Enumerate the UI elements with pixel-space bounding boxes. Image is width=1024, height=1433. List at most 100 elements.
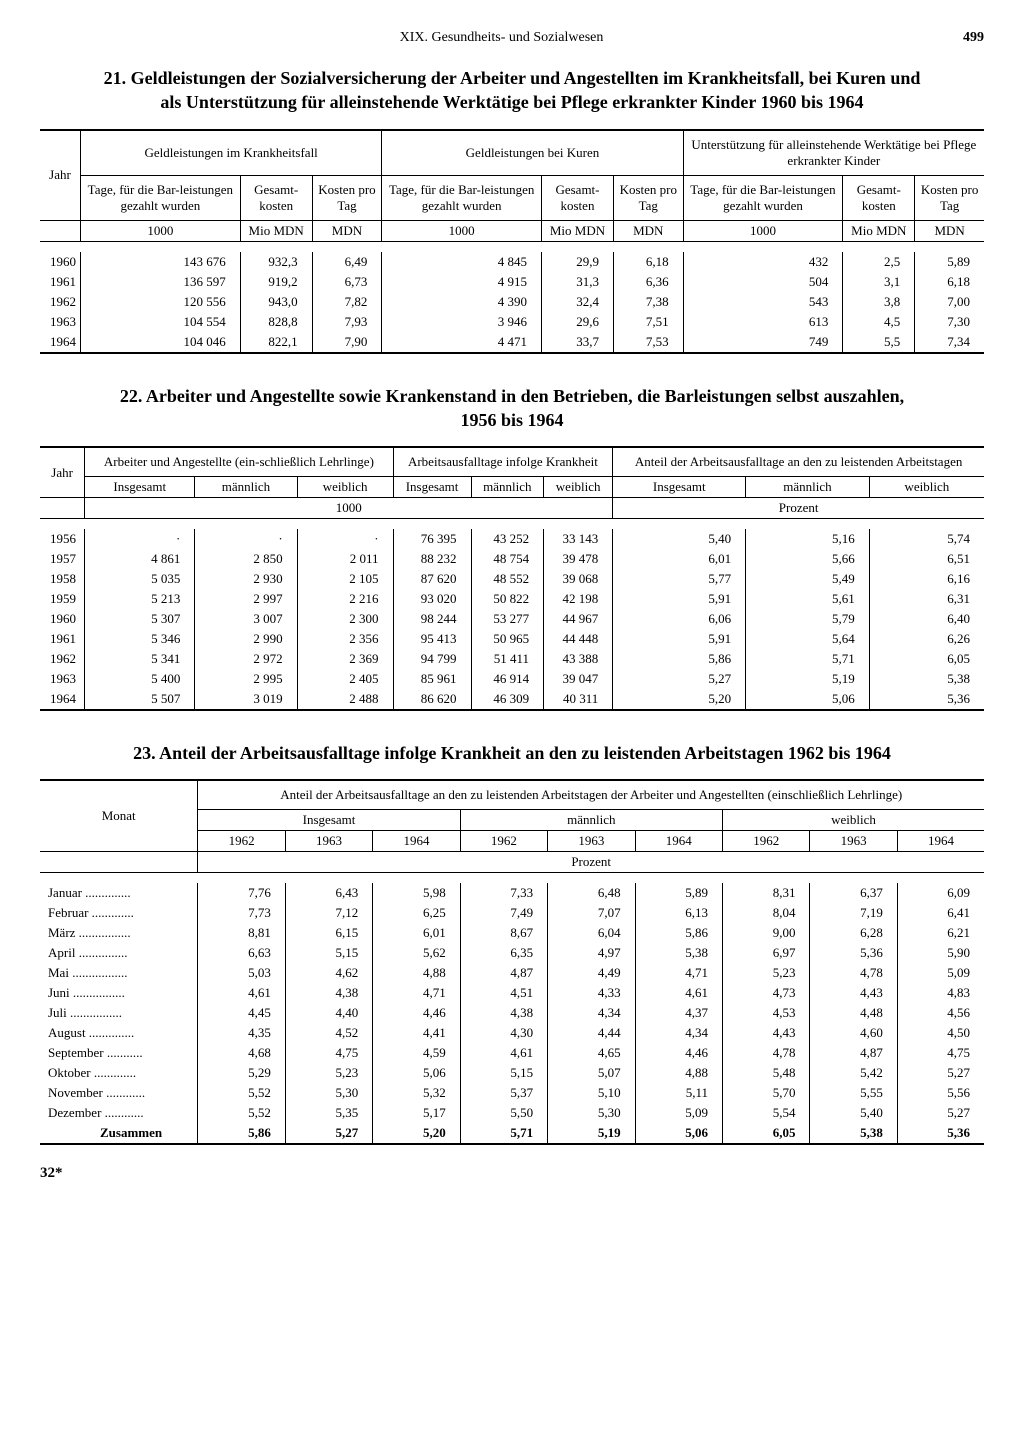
table-cell: 5,03 bbox=[198, 963, 285, 983]
table-cell: 2 488 bbox=[297, 689, 393, 710]
table-cell: 53 277 bbox=[471, 609, 544, 629]
t21-sh: Tage, für die Bar-leistungen gezahlt wur… bbox=[382, 175, 542, 220]
table-cell: 136 597 bbox=[81, 272, 241, 292]
t23-g1: Insgesamt bbox=[198, 810, 460, 831]
table-cell: 4,46 bbox=[635, 1043, 722, 1063]
t22-sh: Insgesamt bbox=[393, 477, 471, 498]
table-cell: 4,37 bbox=[635, 1003, 722, 1023]
table-cell: 7,76 bbox=[198, 883, 285, 903]
table-cell: 5,38 bbox=[869, 669, 984, 689]
table21-title: 21. Geldleistungen der Sozialversicherun… bbox=[100, 66, 924, 115]
table-cell: 4,68 bbox=[198, 1043, 285, 1063]
table-row-year: 1961 bbox=[40, 272, 81, 292]
footer-mark: 32* bbox=[40, 1165, 984, 1182]
table-row-year: 1963 bbox=[40, 312, 81, 332]
table-row-month: Januar .............. bbox=[40, 883, 198, 903]
table-cell: 6,51 bbox=[869, 549, 984, 569]
table-cell: 749 bbox=[683, 332, 843, 353]
t23-unit: Prozent bbox=[198, 852, 984, 873]
table-row-month: Mai ................. bbox=[40, 963, 198, 983]
table-cell: 94 799 bbox=[393, 649, 471, 669]
table-cell: 4,73 bbox=[723, 983, 810, 1003]
t21-sh: Tage, für die Bar-leistungen gezahlt wur… bbox=[683, 175, 843, 220]
t23-y: 1963 bbox=[285, 831, 372, 852]
table-cell: 6,18 bbox=[915, 272, 984, 292]
table-cell: 4,43 bbox=[723, 1023, 810, 1043]
table-cell: 4,88 bbox=[635, 1063, 722, 1083]
table-row-month: November ............ bbox=[40, 1083, 198, 1103]
table-cell: 5,61 bbox=[746, 589, 870, 609]
t23-g3: weiblich bbox=[723, 810, 985, 831]
table-cell: 5,91 bbox=[613, 589, 746, 609]
table-cell: · bbox=[297, 529, 393, 549]
table-cell: 4,38 bbox=[285, 983, 372, 1003]
table-cell: 4 845 bbox=[382, 252, 542, 272]
table-cell: 7,30 bbox=[915, 312, 984, 332]
table-cell: 4,48 bbox=[810, 1003, 897, 1023]
table-cell: 5 035 bbox=[85, 569, 195, 589]
table-cell: 2 356 bbox=[297, 629, 393, 649]
table-cell: 32,4 bbox=[542, 292, 614, 312]
table-row-month: Juni ................ bbox=[40, 983, 198, 1003]
table-cell: · bbox=[85, 529, 195, 549]
table-cell: 4 915 bbox=[382, 272, 542, 292]
table-cell: 2 997 bbox=[195, 589, 297, 609]
t21-unit: 1000 bbox=[382, 220, 542, 241]
table-row-year: 1958 bbox=[40, 569, 85, 589]
t22-sh: Insgesamt bbox=[85, 477, 195, 498]
table-cell: 504 bbox=[683, 272, 843, 292]
table-cell: 4,34 bbox=[635, 1023, 722, 1043]
table-cell: 44 448 bbox=[544, 629, 613, 649]
table-cell: 5,86 bbox=[635, 923, 722, 943]
table-cell: 8,67 bbox=[460, 923, 547, 943]
t22-year-header: Jahr bbox=[40, 447, 85, 498]
table-cell: 5,09 bbox=[897, 963, 984, 983]
table-cell: 5,98 bbox=[373, 883, 460, 903]
table-cell: 6,06 bbox=[613, 609, 746, 629]
t23-banner: Anteil der Arbeitsausfalltage an den zu … bbox=[198, 780, 984, 810]
table-cell: 5,27 bbox=[897, 1103, 984, 1123]
table-cell: 33,7 bbox=[542, 332, 614, 353]
table-cell: 6,15 bbox=[285, 923, 372, 943]
table-total-cell: 5,36 bbox=[897, 1123, 984, 1144]
table-cell: 7,07 bbox=[548, 903, 635, 923]
t21-unit: Mio MDN bbox=[843, 220, 915, 241]
table-cell: 5,23 bbox=[285, 1063, 372, 1083]
table-row-month: Oktober ............. bbox=[40, 1063, 198, 1083]
table-cell: 4,41 bbox=[373, 1023, 460, 1043]
t23-y: 1962 bbox=[460, 831, 547, 852]
table-cell: 33 143 bbox=[544, 529, 613, 549]
table-cell: 5,74 bbox=[869, 529, 984, 549]
table-cell: 5,35 bbox=[285, 1103, 372, 1123]
t21-unit: Mio MDN bbox=[542, 220, 614, 241]
table-cell: 2 405 bbox=[297, 669, 393, 689]
table-cell: 5 400 bbox=[85, 669, 195, 689]
t23-y: 1964 bbox=[373, 831, 460, 852]
t21-unit: MDN bbox=[915, 220, 984, 241]
table-cell: 4 471 bbox=[382, 332, 542, 353]
t22-g1: Arbeiter und Angestellte (ein-schließlic… bbox=[85, 447, 393, 477]
table-cell: 5,30 bbox=[285, 1083, 372, 1103]
table-cell: 6,21 bbox=[897, 923, 984, 943]
table-cell: 5,48 bbox=[723, 1063, 810, 1083]
table-cell: 4,40 bbox=[285, 1003, 372, 1023]
table-cell: 29,9 bbox=[542, 252, 614, 272]
table-cell: 29,6 bbox=[542, 312, 614, 332]
t21-sh: Gesamt-kosten bbox=[240, 175, 312, 220]
table-cell: 5,09 bbox=[635, 1103, 722, 1123]
table-cell: 8,04 bbox=[723, 903, 810, 923]
table-cell: 5,50 bbox=[460, 1103, 547, 1123]
page-header: XIX. Gesundheits- und Sozialwesen 499 bbox=[40, 30, 984, 46]
table-cell: 6,01 bbox=[373, 923, 460, 943]
table-cell: 5,86 bbox=[613, 649, 746, 669]
table-cell: 39 478 bbox=[544, 549, 613, 569]
table-cell: 6,41 bbox=[897, 903, 984, 923]
table-cell: 46 914 bbox=[471, 669, 544, 689]
table-cell: 6,18 bbox=[613, 252, 683, 272]
table-cell: 5,32 bbox=[373, 1083, 460, 1103]
table-cell: 4,30 bbox=[460, 1023, 547, 1043]
table-cell: 3,1 bbox=[843, 272, 915, 292]
table-row-year: 1962 bbox=[40, 292, 81, 312]
table-cell: 4,45 bbox=[198, 1003, 285, 1023]
table-cell: 40 311 bbox=[544, 689, 613, 710]
